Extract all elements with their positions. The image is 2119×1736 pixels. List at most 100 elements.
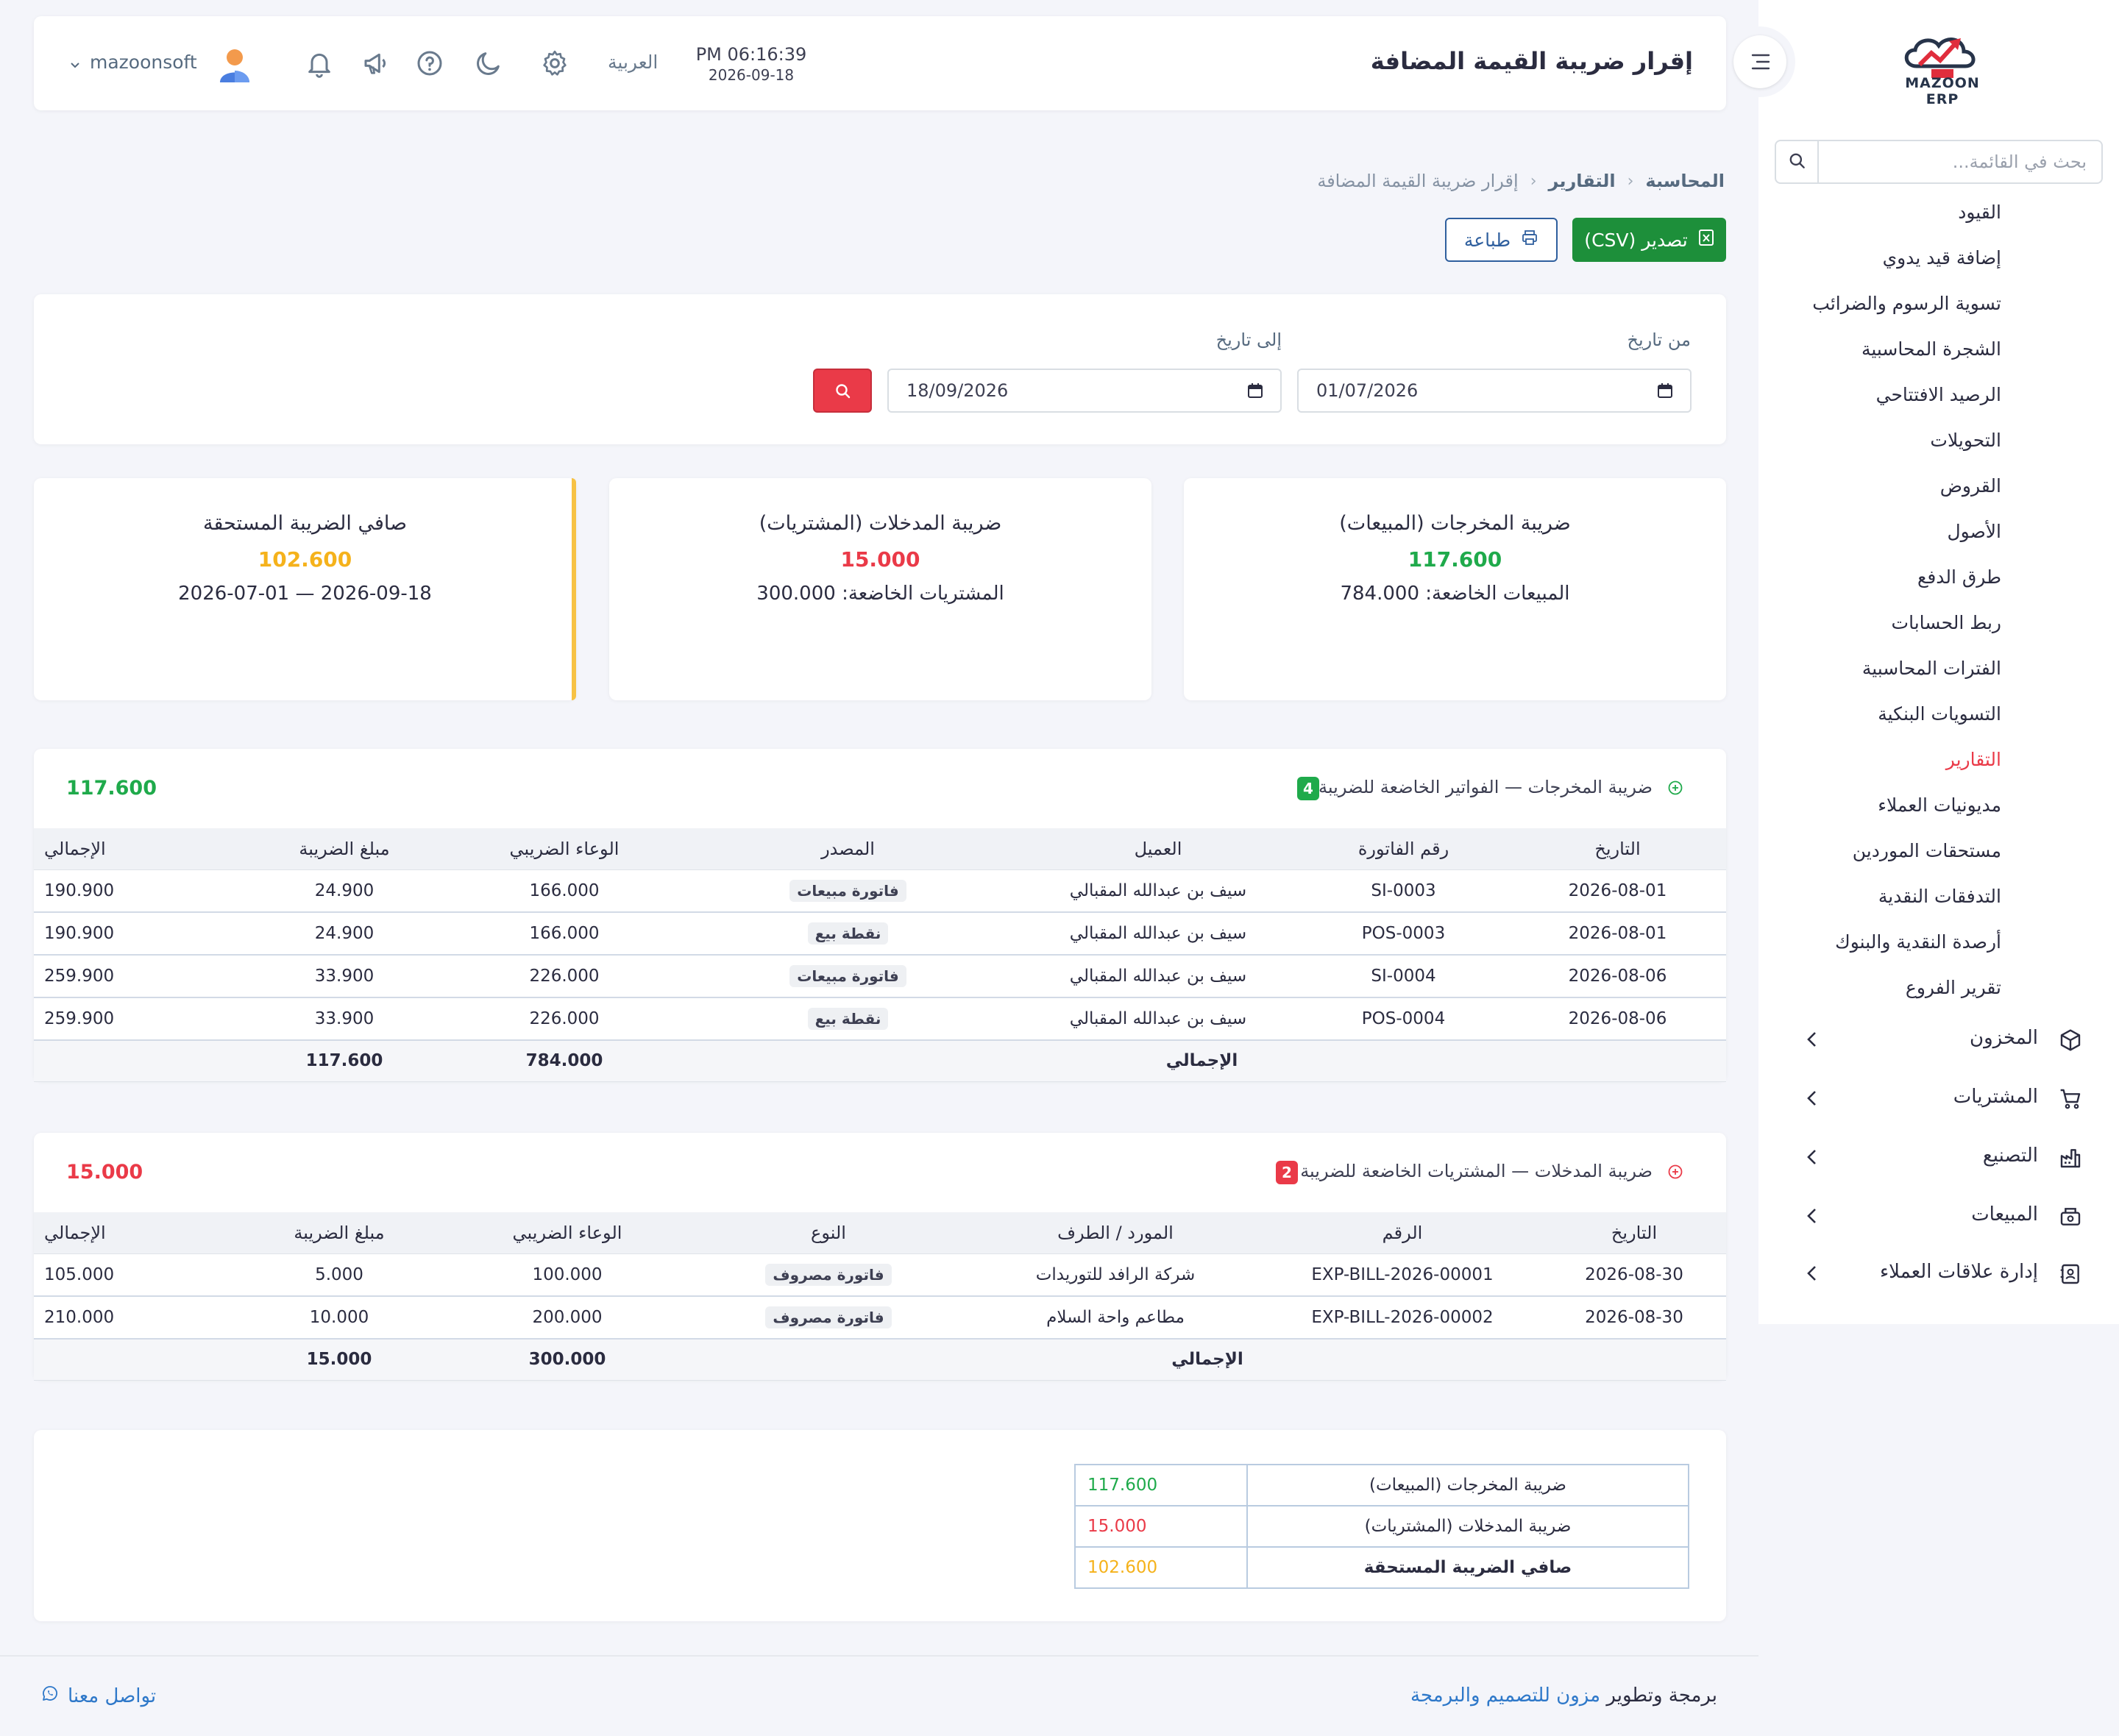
cell-tax: 5.000 [233, 1253, 446, 1297]
avatar[interactable] [218, 47, 252, 84]
summary-value: 102.600 [1074, 1546, 1248, 1589]
net-tax-summary-card: صافي الضريبة المستحقة 102.600 2026-07-01… [34, 478, 576, 700]
summary-row-output: ضريبة المخرجات (المبيعات) 117.600 [1074, 1464, 1689, 1506]
chevron-left-icon [1804, 1264, 1820, 1287]
col-tax-amount: مبلغ الضريبة [233, 1212, 446, 1254]
cell-party: سيف بن عبدالله المقبالي [1018, 912, 1298, 956]
sidebar-item-customer-debts[interactable]: مديونيات العملاء [1758, 784, 2119, 825]
sidebar-item-transfers[interactable]: التحويلات [1758, 419, 2119, 460]
sidebar-item-assets[interactable]: الأصول [1758, 511, 2119, 552]
sidebar-item-fees-tax-settlement[interactable]: تسوية الرسوم والضرائب [1758, 282, 2119, 324]
col-total: الإجمالي [34, 828, 238, 870]
sidebar-item-label: الرصيد الافتتاحي [1875, 383, 2001, 405]
input-tax-total: 15.000 [66, 1161, 143, 1184]
cell-tax: 33.900 [238, 955, 451, 998]
help-icon[interactable] [415, 49, 444, 82]
sidebar-item-label: القروض [1939, 474, 2001, 497]
user-menu[interactable]: mazoonsoft [69, 51, 197, 74]
search-divider [1817, 141, 1819, 182]
search-button[interactable] [813, 369, 872, 413]
output-tax-header: ضريبة المخرجات — الفواتير الخاضعة للضريب… [34, 749, 1726, 828]
output-tax-table: التاريخ رقم الفاتورة العميل المصدر الوعا… [34, 828, 1726, 1082]
col-number: الرقم [1263, 1212, 1542, 1254]
cell-base: 200.000 [446, 1296, 689, 1340]
calendar-icon[interactable] [1656, 382, 1674, 399]
output-tax-table-title: ضريبة المخرجات — الفواتير الخاضعة للضريب… [1318, 777, 1653, 797]
search-icon[interactable] [1788, 152, 1807, 171]
gear-icon[interactable] [540, 49, 569, 82]
total-empty [34, 1040, 238, 1082]
breadcrumb-reports[interactable]: التقارير [1548, 171, 1616, 191]
sidebar-item-add-manual-entry[interactable]: إضافة قيد يدوي [1758, 237, 2119, 278]
sidebar: MAZOON ERP القيود إضافة قيد يدوي تسوية ا… [1758, 0, 2119, 1324]
sidebar-item-account-mapping[interactable]: ربط الحسابات [1758, 602, 2119, 643]
sidebar-item-loans[interactable]: القروض [1758, 465, 2119, 506]
output-count-badge: 4 [1297, 777, 1319, 800]
moon-icon[interactable] [474, 49, 503, 82]
sidebar-item-cash-bank-balances[interactable]: أرصدة النقدية والبنوك [1758, 921, 2119, 962]
sidebar-item-label: أرصدة النقدية والبنوك [1835, 931, 2001, 953]
total-label: الإجمالي [678, 1040, 1726, 1082]
sidebar-group-inventory[interactable]: المخزون [1758, 1014, 2119, 1065]
table-header-row: التاريخ الرقم المورد / الطرف النوع الوعا… [34, 1212, 1726, 1254]
sidebar-item-bank-reconciliation[interactable]: التسويات البنكية [1758, 693, 2119, 734]
calendar-icon[interactable] [1246, 382, 1264, 399]
plus-circle-icon[interactable] [1667, 780, 1683, 800]
megaphone-icon[interactable] [362, 49, 391, 82]
total-base: 300.000 [446, 1339, 689, 1381]
print-button[interactable]: طباعة [1445, 218, 1558, 262]
sidebar-item-label: الأصول [1947, 520, 2001, 542]
sidebar-group-crm[interactable]: إدارة علاقات العملاء [1758, 1248, 2119, 1299]
input-tax-header: ضريبة المدخلات — المشتريات الخاضعة للضري… [34, 1133, 1726, 1212]
output-tax-total: 117.600 [66, 777, 157, 800]
output-tax-summary-card: ضريبة المخرجات (المبيعات) 117.600 المبيع… [1184, 478, 1726, 700]
from-date-value: 01/07/2026 [1316, 380, 1419, 401]
sidebar-group-purchases[interactable]: المشتريات [1758, 1072, 2119, 1124]
minus-circle-icon[interactable] [1667, 1164, 1683, 1184]
language-switcher[interactable]: العربية [608, 51, 659, 73]
sidebar-toggle-inner [1733, 35, 1786, 88]
footer-company-link[interactable]: مزون للتصميم والبرمجة [1410, 1685, 1601, 1707]
sidebar-group-manufacturing[interactable]: التصنيع [1758, 1131, 2119, 1183]
sidebar-search-input[interactable] [1820, 141, 2093, 182]
app-logo[interactable]: MAZOON ERP [1887, 28, 1998, 107]
page-footer: برمجة وتطوير مزون للتصميم والبرمجة تواصل… [0, 1655, 1758, 1736]
sidebar-item-label: مستحقات الموردين [1852, 839, 2001, 861]
sidebar-item-label: القيود [1958, 201, 2001, 223]
cell-type: فاتورة مصروف [689, 1253, 968, 1297]
sidebar-item-label: تقرير الفروع [1905, 976, 2001, 998]
cell-party: مطاعم واحة السلام [968, 1296, 1263, 1340]
from-date-input[interactable]: 01/07/2026 [1297, 369, 1692, 413]
sidebar-group-sales[interactable]: المبيعات [1758, 1190, 2119, 1242]
sidebar-item-entries[interactable]: القيود [1758, 191, 2119, 232]
cell-base: 166.000 [451, 912, 678, 956]
output-taxable-sales: المبيعات الخاضعة: 784.000 [1340, 583, 1570, 605]
to-date-input[interactable]: 18/09/2026 [887, 369, 1282, 413]
page-title: إقرار ضريبة القيمة المضافة [1370, 47, 1693, 75]
sidebar-toggle-button[interactable] [1729, 31, 1791, 93]
col-source: المصدر [678, 828, 1018, 870]
breadcrumb-current: إقرار ضريبة القيمة المضافة [1317, 171, 1519, 191]
sidebar-item-fiscal-periods[interactable]: الفترات المحاسبية [1758, 647, 2119, 689]
cart-icon [2059, 1087, 2082, 1115]
cell-number: POS-0003 [1298, 912, 1509, 956]
sidebar-item-branch-report[interactable]: تقرير الفروع [1758, 967, 2119, 1008]
sidebar-item-payment-methods[interactable]: طرق الدفع [1758, 556, 2119, 597]
to-date-label: إلى تاريخ [1215, 330, 1282, 350]
sidebar-item-chart-of-accounts[interactable]: الشجرة المحاسبية [1758, 328, 2119, 369]
col-tax-base: الوعاء الضريبي [446, 1212, 689, 1254]
print-label: طباعة [1463, 229, 1511, 251]
contact-us-link[interactable]: تواصل معنا [41, 1685, 156, 1707]
sidebar-item-cash-flows[interactable]: التدفقات النقدية [1758, 875, 2119, 917]
sidebar-item-reports[interactable]: التقارير [1758, 739, 2119, 780]
cell-tax: 24.900 [238, 869, 451, 913]
bell-icon[interactable] [305, 49, 334, 82]
sidebar-item-label: ربط الحسابات [1891, 611, 2001, 633]
sidebar-item-opening-balance[interactable]: الرصيد الافتتاحي [1758, 374, 2119, 415]
cell-source: نقطة بيع [678, 912, 1018, 956]
breadcrumb-accounting[interactable]: المحاسبة [1645, 171, 1725, 191]
export-csv-button[interactable]: تصدير (CSV) [1572, 218, 1726, 262]
cell-party: شركة الرافد للتوريدات [968, 1253, 1263, 1297]
summary-label: ضريبة المدخلات (المشتريات) [1246, 1505, 1689, 1548]
sidebar-item-supplier-dues[interactable]: مستحقات الموردين [1758, 830, 2119, 871]
